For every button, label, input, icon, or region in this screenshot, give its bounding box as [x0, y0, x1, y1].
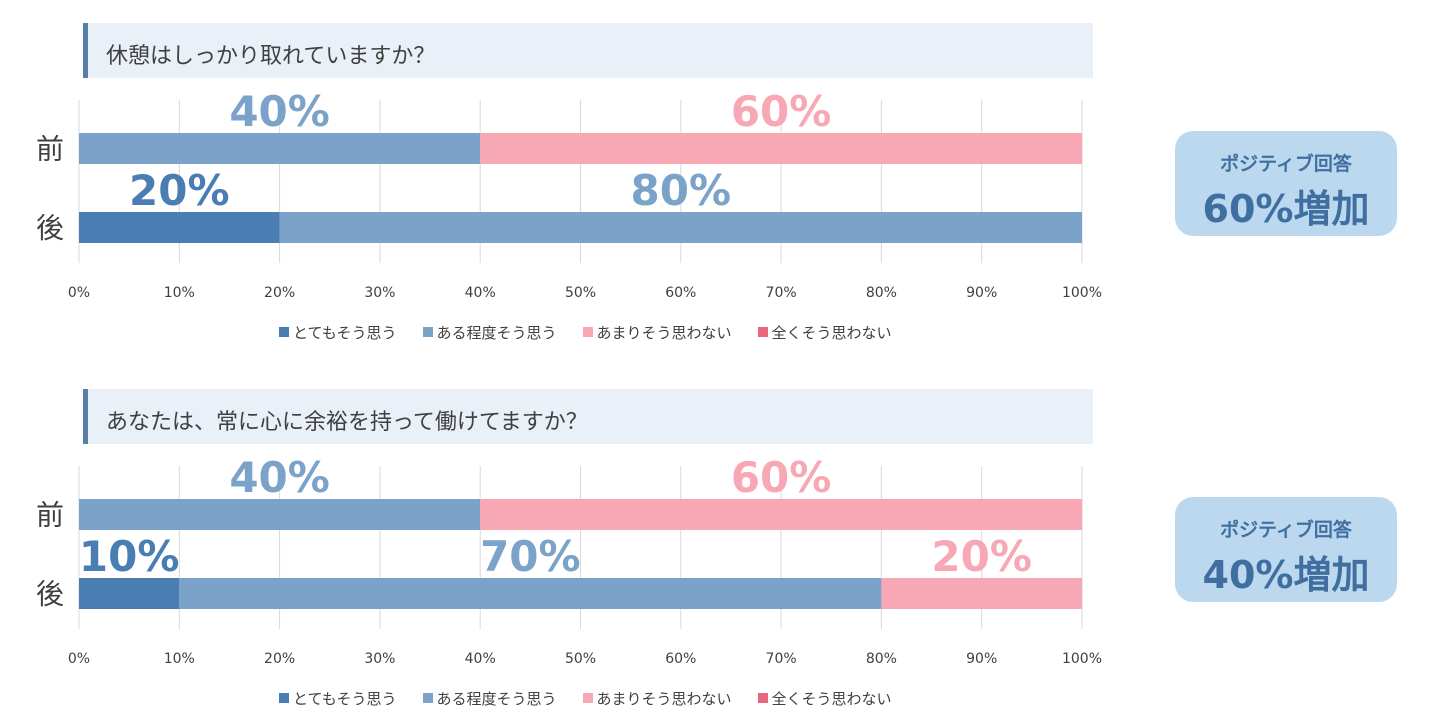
x-tick-label: 50% [565, 651, 596, 667]
chart-block-leeway: あなたは、常に心に余裕を持って働けてますか？ 0% 10% 20% 30% 40% 50%… [0, 366, 1436, 726]
legend-item: 全くそう思わない [757, 686, 892, 710]
x-tick-label: 80% [866, 285, 897, 301]
legend-label: 全くそう思わない [771, 689, 892, 708]
badge-value: 60%増加 [1202, 187, 1370, 231]
legend-item: とてもそう思う [279, 320, 397, 344]
x-tick-label: 20% [264, 651, 295, 667]
legend-swatch [757, 693, 768, 703]
x-tick-label: 10% [164, 651, 195, 667]
legend-label: とてもそう思う [293, 689, 397, 708]
legend-swatch [582, 327, 593, 337]
legend-swatch [279, 327, 289, 337]
x-tick-label: 60% [665, 285, 696, 301]
bar-segment [881, 578, 1082, 609]
category-label: 後 [36, 212, 64, 245]
data-label: 40% [229, 453, 330, 502]
x-tick-label: 70% [766, 285, 797, 301]
category-label: 前 [36, 133, 64, 166]
legend: とてもそう思う ある程度そう思う あまりそう思わない 全くそう思わない [279, 320, 892, 344]
category-label: 後 [36, 578, 64, 611]
bar-chart: 0% 10% 20% 30% 40% 50% 60% 70% 80% 90% 100% 前後 40% 60… [36, 453, 1102, 667]
legend-label: ある程度そう思う [436, 689, 557, 708]
bar-segment [279, 212, 1083, 243]
legend-label: 全くそう思わない [771, 323, 892, 342]
question-header: 休憩はしっかり取れていますか？ [83, 23, 1093, 78]
category-label: 前 [36, 499, 64, 532]
legend-label: とてもそう思う [293, 323, 397, 342]
positive-increase-badge: ポジティブ回答 40%増加 [1175, 497, 1397, 602]
legend-item: 全くそう思わない [757, 320, 892, 344]
legend-swatch [279, 693, 289, 703]
data-label: 20% [129, 166, 230, 215]
legend-swatch [422, 693, 433, 703]
legend-label: ある程度そう思う [436, 323, 557, 342]
x-tick-label: 70% [766, 651, 797, 667]
x-tick-label: 80% [866, 651, 897, 667]
legend-item: ある程度そう思う [422, 686, 557, 710]
bar-segment [179, 578, 882, 609]
legend-item: あまりそう思わない [582, 320, 732, 344]
x-tick-label: 40% [465, 651, 496, 667]
positive-increase-badge: ポジティブ回答 60%増加 [1175, 131, 1397, 236]
bar-chart: 0% 10% 20% 30% 40% 50% 60% 70% 80% 90% 100% 前後 40% 60… [36, 87, 1102, 301]
data-label: 40% [229, 87, 330, 136]
bar-segment [480, 499, 1082, 530]
chart-block-rest: 休憩はしっかり取れていますか？ 0% 10% 20% 30% 40% 50% 60% 70% 8… [0, 0, 1436, 360]
legend-item: ある程度そう思う [422, 320, 557, 344]
x-tick-label: 0% [68, 285, 90, 301]
legend-item: あまりそう思わない [582, 686, 732, 710]
x-tick-label: 10% [164, 285, 195, 301]
bar-segment [79, 578, 180, 609]
question-title: あなたは、常に心に余裕を持って働けてますか？ [106, 410, 588, 435]
data-label: 70% [480, 532, 581, 581]
x-tick-label: 0% [68, 651, 90, 667]
legend: とてもそう思う ある程度そう思う あまりそう思わない 全くそう思わない [279, 686, 892, 710]
data-label: 60% [731, 87, 832, 136]
legend-swatch [422, 327, 433, 337]
data-label: 20% [931, 532, 1032, 581]
badge-label: ポジティブ回答 [1220, 519, 1352, 541]
badge-label: ポジティブ回答 [1220, 153, 1352, 175]
data-label: 10% [79, 532, 180, 581]
bar-segment [79, 133, 481, 164]
x-tick-label: 100% [1062, 651, 1102, 667]
bar-segment [79, 212, 280, 243]
question-title: 休憩はしっかり取れていますか？ [106, 44, 436, 69]
badge-value: 40%増加 [1202, 553, 1370, 597]
legend-item: とてもそう思う [279, 686, 397, 710]
x-tick-label: 20% [264, 285, 295, 301]
legend-swatch [582, 693, 593, 703]
x-tick-label: 30% [364, 285, 395, 301]
legend-label: あまりそう思わない [596, 689, 732, 708]
bar-segment [79, 499, 481, 530]
x-tick-label: 90% [966, 285, 997, 301]
x-tick-label: 50% [565, 285, 596, 301]
legend-swatch [757, 327, 768, 337]
x-tick-label: 30% [364, 651, 395, 667]
x-tick-label: 40% [465, 285, 496, 301]
x-tick-label: 60% [665, 651, 696, 667]
question-header: あなたは、常に心に余裕を持って働けてますか？ [83, 389, 1093, 444]
x-tick-label: 100% [1062, 285, 1102, 301]
data-label: 60% [731, 453, 832, 502]
data-label: 80% [631, 166, 732, 215]
bar-segment [480, 133, 1082, 164]
legend-label: あまりそう思わない [596, 323, 732, 342]
x-tick-label: 90% [966, 651, 997, 667]
